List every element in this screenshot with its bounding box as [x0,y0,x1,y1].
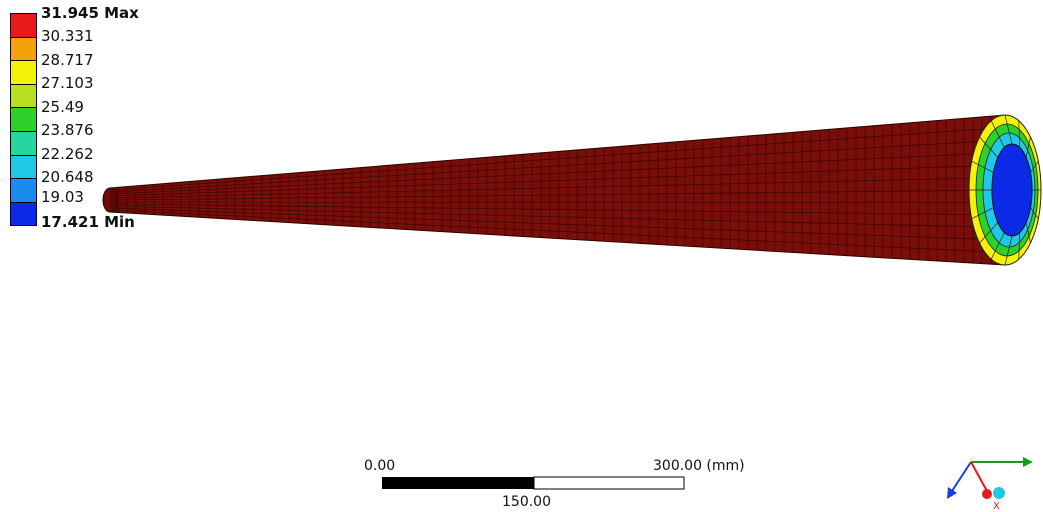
face-mesh-radial [1018,232,1021,260]
origin-ball-icon [993,487,1005,499]
color-legend: 31.945 Max 30.331 28.717 27.103 25.49 23… [0,0,200,240]
face-mesh-radial [971,160,994,173]
end-face-mesh [969,114,1041,266]
face-mesh-radial [1004,114,1013,145]
face-mesh-radial [971,207,994,220]
legend-max-label: 31.945 Max [41,4,139,22]
face-mesh-radial [979,222,999,244]
legend-level-label: 20.648 [41,168,94,186]
face-mesh-radial [1004,235,1013,266]
z-axis-arrow [951,461,972,492]
legend-swatch-4 [10,83,37,108]
face-mesh-radial [990,232,1005,260]
legend-level-label: 19.03 [41,188,84,206]
face-mesh-radial [990,120,1005,148]
legend-swatch-9 [10,201,37,226]
x-axis-label: X [993,501,1000,511]
legend-swatch-3 [10,60,37,84]
tube-body [102,114,1006,266]
face-mesh-radial [1030,207,1039,219]
legend-swatch-8 [10,178,37,202]
z-axis-arrowhead [947,487,957,499]
legend-swatch-5 [10,107,37,131]
x-axis-ball-icon [982,489,992,499]
face-mesh-radial [979,136,999,158]
legend-min-label: 17.421 Min [41,213,135,231]
face-mesh-radial [1025,222,1031,244]
legend-level-label: 22.262 [41,144,94,163]
legend-level-label: 25.49 [41,97,84,116]
face-mesh-radial [1018,120,1021,148]
legend-swatch-2 [10,36,37,61]
legend-level-label: 28.717 [41,50,94,69]
legend-level-label: 30.331 [41,27,94,45]
y-axis-arrowhead [1023,457,1033,467]
legend-level-label: 23.876 [41,121,94,139]
tube-end-face [968,114,1042,266]
face-mesh-radial [1030,161,1039,173]
legend-level-label: 27.103 [41,74,94,92]
axis-triad[interactable]: X [935,445,1035,511]
legend-swatch-6 [10,131,37,155]
x-axis-arrow [970,461,988,492]
legend-swatch-7 [10,154,37,179]
face-mesh-radial [1025,136,1031,158]
